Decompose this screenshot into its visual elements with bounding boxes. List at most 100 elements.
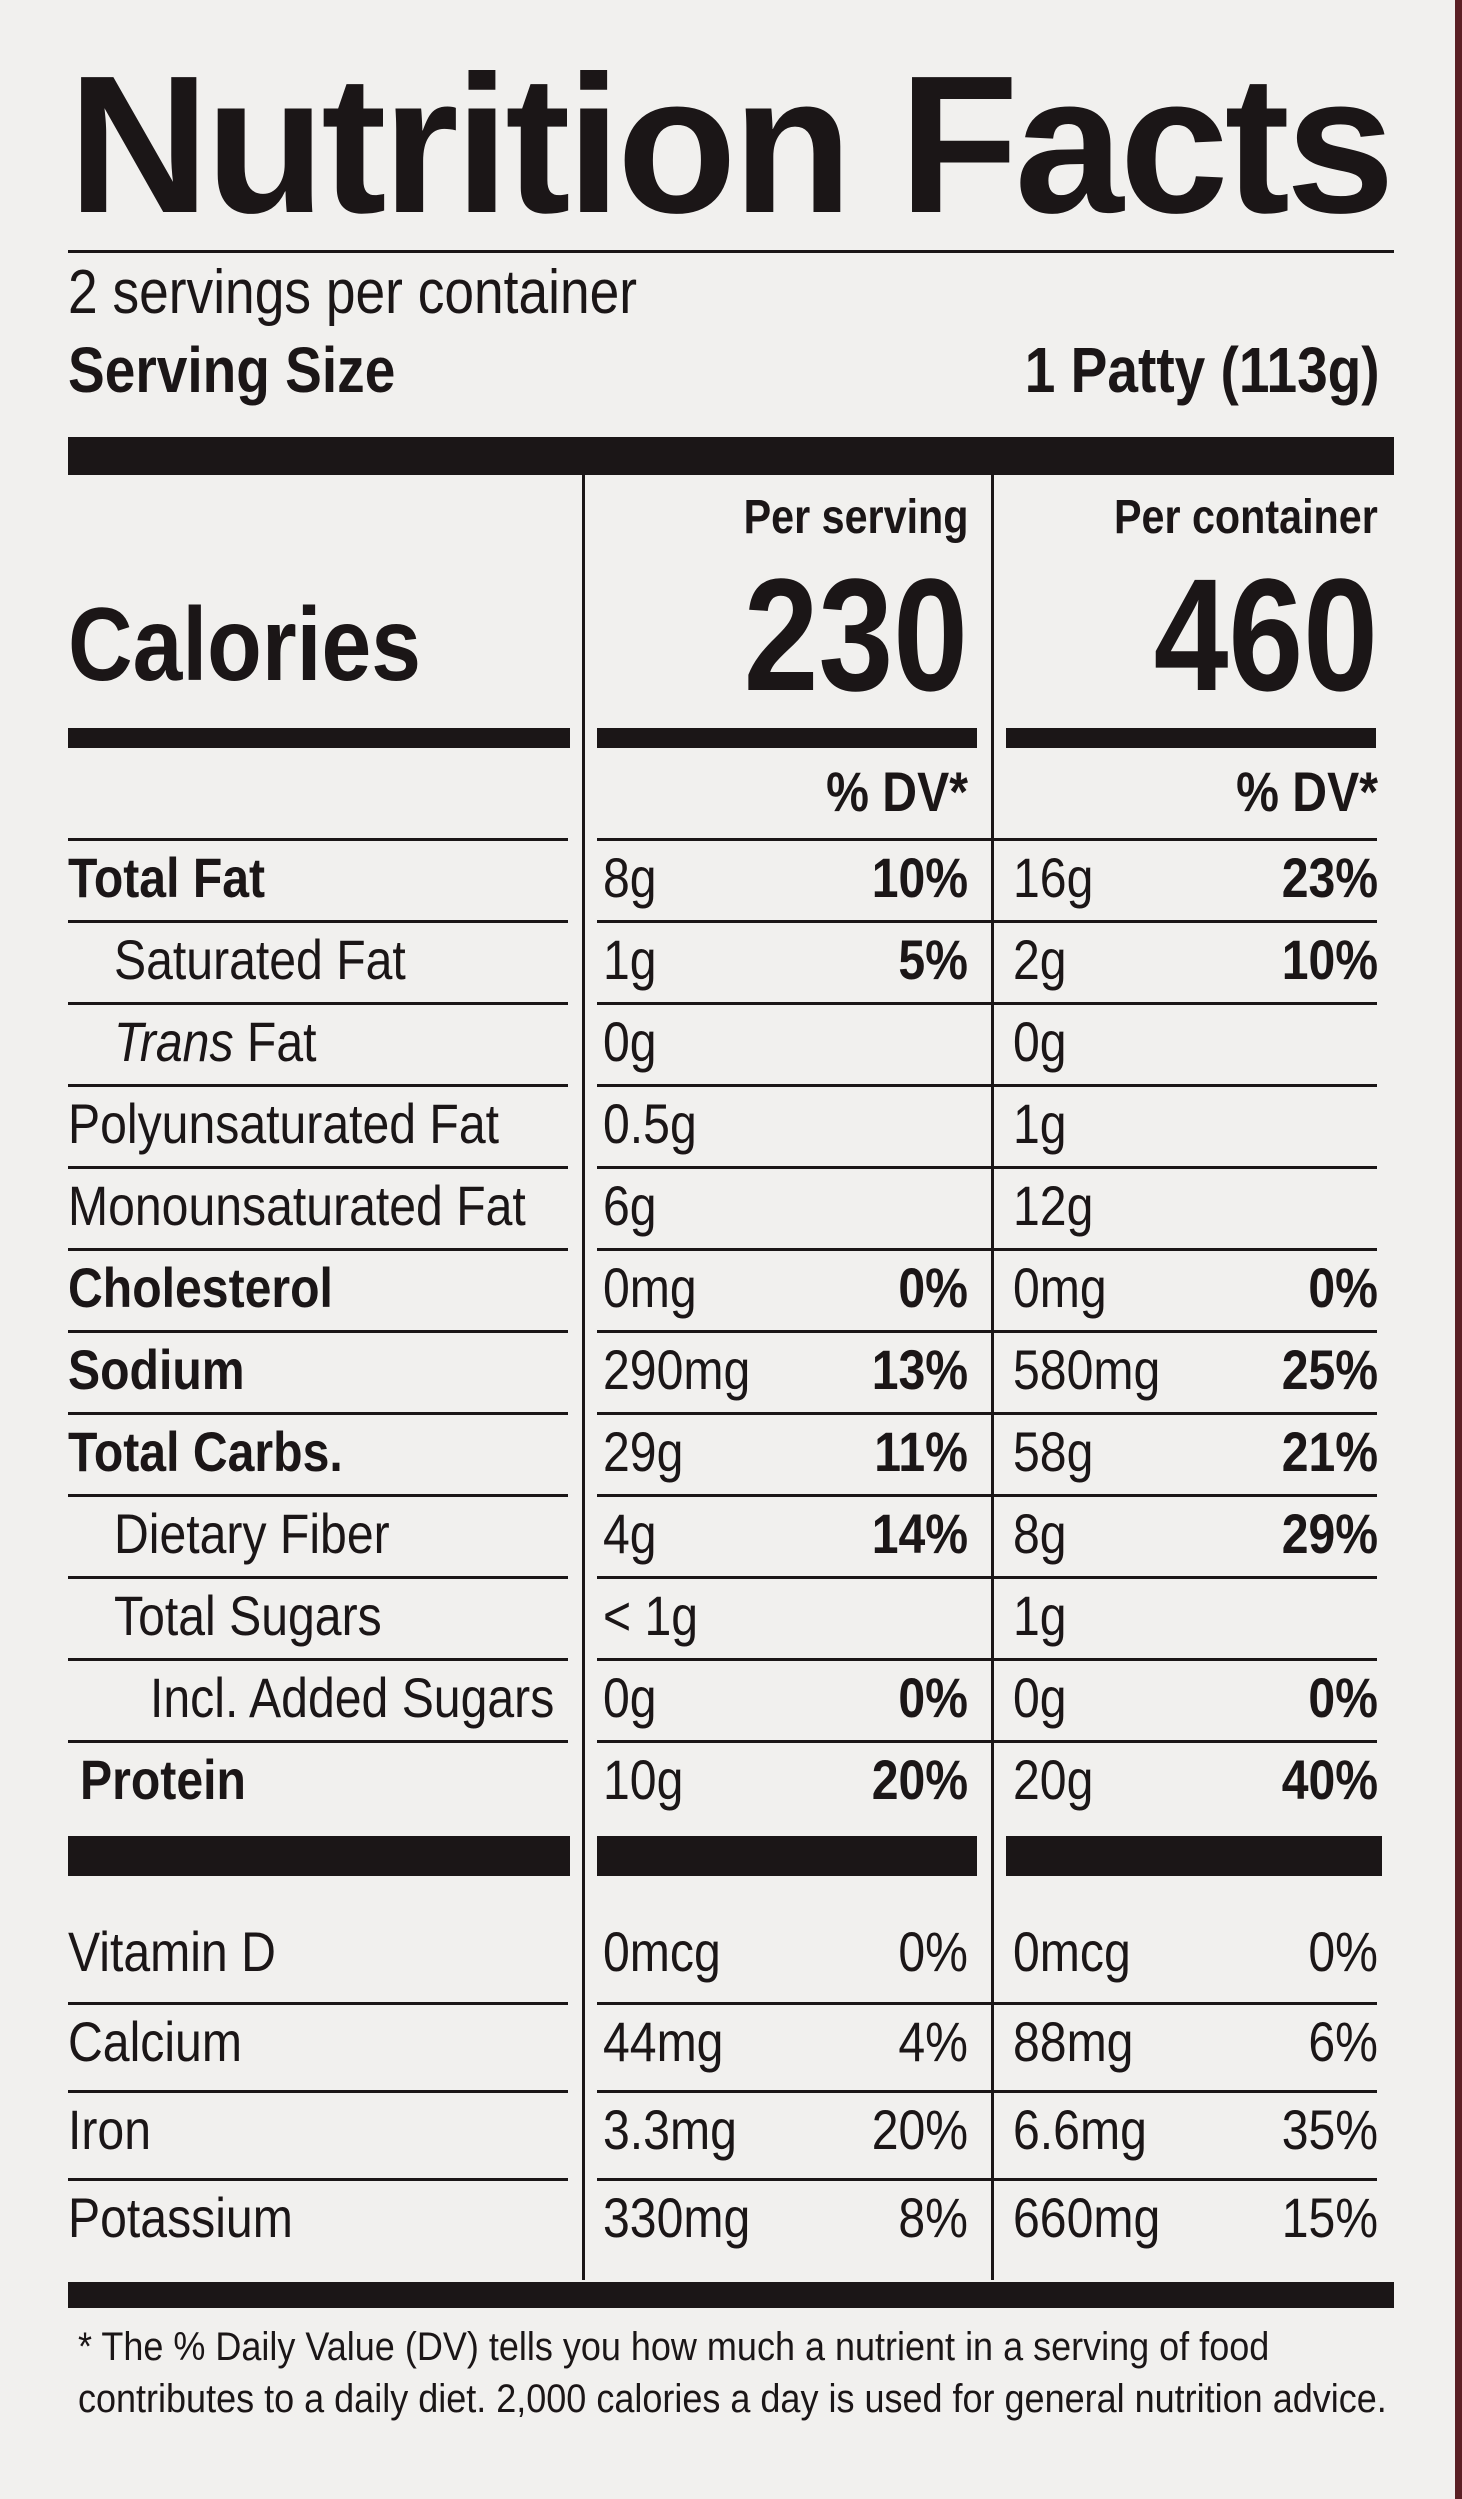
dv-container: 15% — [1281, 2186, 1378, 2249]
amt-serving: 290mg — [603, 1338, 751, 1401]
col-header-per-serving: Per serving — [743, 491, 968, 544]
amt-container: 0g — [1013, 1010, 1067, 1073]
vitamin-name-calcium: Calcium — [68, 2010, 242, 2073]
dv-serving: 20% — [871, 2098, 968, 2161]
amt-container: 0mcg — [1013, 1920, 1131, 1983]
row-line — [68, 1002, 568, 1005]
thick-divider-bottom — [68, 2282, 1394, 2308]
nutrient-name-trans-fat: Trans Fat — [114, 1010, 317, 1074]
amt-serving: 29g — [603, 1420, 684, 1483]
row-line — [597, 1412, 1377, 1415]
row-line — [597, 1084, 1377, 1087]
trans-suffix: Fat — [233, 1010, 317, 1073]
row-line — [68, 2178, 568, 2181]
dv-container: 29% — [1281, 1502, 1378, 1565]
dv-header-container: % DV* — [1236, 760, 1378, 823]
amt-container: 2g — [1013, 928, 1067, 991]
dv-serving: 4% — [898, 2010, 968, 2073]
row-line — [597, 1658, 1377, 1661]
protein-bar-name — [68, 1836, 570, 1876]
serving-size-value: 1 Patty (113g) — [1025, 334, 1380, 406]
amt-container: 12g — [1013, 1174, 1094, 1237]
column-divider-1 — [582, 475, 585, 2280]
dv-serving: 5% — [898, 928, 968, 991]
nutrient-name-monounsaturated-fat: Monounsaturated Fat — [68, 1174, 526, 1237]
dv-container: 0% — [1308, 1920, 1378, 1983]
dv-serving: 13% — [871, 1338, 968, 1401]
nutrient-name-total-carbs: Total Carbs. — [68, 1420, 343, 1483]
trans-italic: Trans — [114, 1010, 234, 1073]
dv-serving: 20% — [871, 1748, 968, 1811]
row-line — [68, 1576, 568, 1579]
amt-container: 88mg — [1013, 2010, 1134, 2073]
amt-container: 0g — [1013, 1666, 1067, 1729]
nutrient-name-total-sugars: Total Sugars — [114, 1584, 382, 1647]
amt-serving: 10g — [603, 1748, 684, 1811]
amt-serving: 3.3mg — [603, 2098, 737, 2161]
row-line — [68, 920, 568, 923]
dv-serving: 14% — [871, 1502, 968, 1565]
amt-serving: 1g — [603, 928, 657, 991]
row-line — [68, 1494, 568, 1497]
row-line — [68, 2090, 568, 2093]
amt-serving: 0g — [603, 1010, 657, 1073]
row-line — [597, 2002, 1377, 2005]
row-line — [597, 2090, 1377, 2093]
row-line — [68, 1412, 568, 1415]
nutrient-name-polyunsaturated-fat: Polyunsaturated Fat — [68, 1092, 500, 1155]
amt-serving: < 1g — [603, 1584, 699, 1647]
dv-container: 25% — [1281, 1338, 1378, 1401]
dv-serving: 10% — [871, 846, 968, 909]
nutrient-name-saturated-fat: Saturated Fat — [114, 928, 406, 991]
row-line — [597, 1166, 1377, 1169]
row-line — [68, 1330, 568, 1333]
thick-divider-top — [68, 437, 1394, 475]
footnote-line-1: * The % Daily Value (DV) tells you how m… — [78, 2325, 1270, 2369]
row-line — [597, 1494, 1377, 1497]
calories-label: Calories — [68, 587, 421, 703]
nutrient-name-sodium: Sodium — [68, 1338, 245, 1401]
vitamin-name-iron: Iron — [68, 2098, 151, 2161]
amt-container: 1g — [1013, 1584, 1067, 1647]
row-line — [68, 1084, 568, 1087]
dv-container: 10% — [1281, 928, 1378, 991]
row-line — [597, 1330, 1377, 1333]
nutrient-name-total-fat: Total Fat — [68, 846, 266, 909]
amt-serving: 330mg — [603, 2186, 751, 2249]
dv-container: 21% — [1281, 1420, 1378, 1483]
dv-serving: 11% — [874, 1420, 968, 1483]
row-line — [68, 1248, 568, 1251]
calories-per-serving: 230 — [743, 545, 968, 724]
row-line — [597, 1002, 1377, 1005]
dv-serving: 0% — [898, 1920, 968, 1983]
row-line — [597, 1576, 1377, 1579]
amt-container: 1g — [1013, 1092, 1067, 1155]
amt-container: 8g — [1013, 1502, 1067, 1565]
vitamin-name-vitamin-d: Vitamin D — [68, 1920, 276, 1983]
serving-size-label: Serving Size — [68, 334, 396, 406]
amt-serving: 6g — [603, 1174, 657, 1237]
footnote-line-2: contributes to a daily diet. 2,000 calor… — [78, 2377, 1387, 2421]
protein-bar-serving — [597, 1836, 977, 1876]
dv-container: 35% — [1281, 2098, 1378, 2161]
column-divider-2 — [991, 475, 994, 2280]
amt-serving: 44mg — [603, 2010, 724, 2073]
calories-bar-container — [1006, 728, 1376, 748]
dv-serving: 0% — [898, 1256, 968, 1319]
title-divider — [68, 250, 1394, 253]
amt-serving: 0g — [603, 1666, 657, 1729]
row-line — [68, 838, 568, 841]
dv-serving: 8% — [898, 2186, 968, 2249]
nutrient-name-dietary-fiber: Dietary Fiber — [114, 1502, 390, 1565]
nutrient-name-cholesterol: Cholesterol — [68, 1256, 333, 1319]
row-line — [597, 1740, 1377, 1743]
amt-container: 0mg — [1013, 1256, 1107, 1319]
calories-per-container: 460 — [1153, 545, 1378, 724]
amt-serving: 0.5g — [603, 1092, 697, 1155]
protein-bar-container — [1006, 1836, 1382, 1876]
amt-container: 660mg — [1013, 2186, 1161, 2249]
row-line — [597, 920, 1377, 923]
nutrient-name-added-sugars: Incl. Added Sugars — [150, 1666, 555, 1729]
amt-serving: 0mg — [603, 1256, 697, 1319]
